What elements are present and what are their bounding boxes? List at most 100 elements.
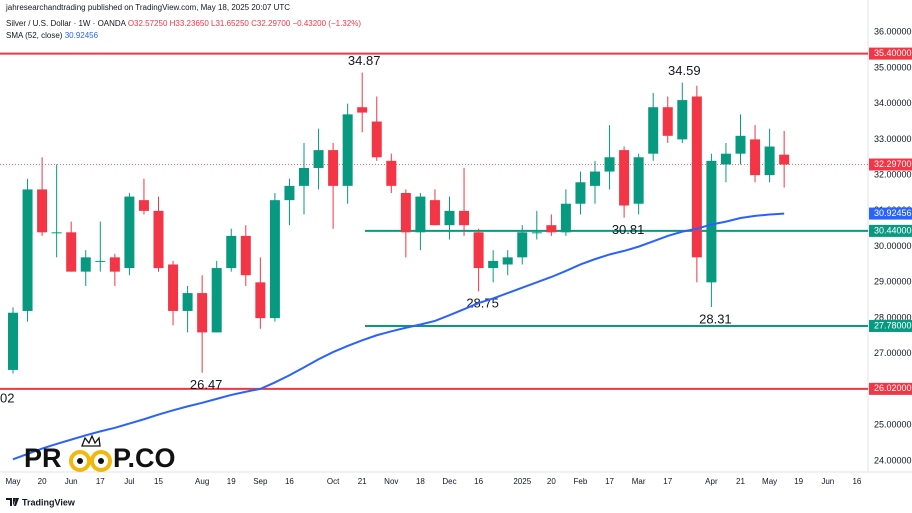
candle-body <box>269 200 280 319</box>
level-tag-label: 27.78000 <box>874 320 912 330</box>
symbol-line: Silver / U.S. Dollar · 1W · OANDA O32.57… <box>6 19 361 28</box>
x-tick-label: Jul <box>124 477 134 486</box>
y-tick-label: 25.00000 <box>874 420 912 430</box>
publisher: jahresearchandtrading published on Tradi… <box>5 3 290 12</box>
y-tick-label: 35.00000 <box>874 62 912 72</box>
x-tick-label: 21 <box>358 477 367 486</box>
candle-body <box>459 210 470 226</box>
candle-body <box>691 96 702 258</box>
x-tick-label: 19 <box>794 477 803 486</box>
y-tick-label: 36.00000 <box>874 27 912 37</box>
y-tick-label: 33.00000 <box>874 134 912 144</box>
candle-body <box>750 139 761 176</box>
candle-body <box>400 193 411 233</box>
x-tick-label: 16 <box>474 477 483 486</box>
x-tick-label: 16 <box>852 477 861 486</box>
candle-body <box>153 210 164 269</box>
candle-body <box>371 121 382 158</box>
x-tick-label: Jun <box>65 477 78 486</box>
level-tag <box>869 382 912 395</box>
candle-body <box>677 100 688 140</box>
candle-body <box>590 171 600 186</box>
y-tick-label: 24.00000 <box>874 455 912 465</box>
candle-body <box>633 157 644 204</box>
x-tick-label: 19 <box>227 477 236 486</box>
low-label: 28.31 <box>699 311 732 326</box>
candle-body <box>706 160 717 283</box>
watermark-right: P.CO <box>113 443 176 473</box>
low-label: 26.47 <box>190 377 223 392</box>
candle-body <box>575 182 586 204</box>
x-tick-label: 21 <box>736 477 745 486</box>
footer-text: TradingView <box>22 497 76 507</box>
candle-body <box>109 257 120 272</box>
candle-body <box>299 167 309 186</box>
candle-body <box>328 150 339 186</box>
ohlc-low: L31.65250 <box>211 19 249 28</box>
y-tick-label: 34.00000 <box>874 98 912 108</box>
owl-eye <box>69 450 91 472</box>
ohlc-open: O32.57250 <box>128 19 168 28</box>
level-tag-label: 30.92456 <box>874 208 912 218</box>
candle-body <box>662 107 673 136</box>
x-tick-label: May <box>5 477 20 486</box>
candle-body <box>197 293 208 333</box>
low-label: 30.81 <box>612 222 645 237</box>
level-left-label: 02 <box>0 390 14 405</box>
x-tick-label: Nov <box>384 477 398 486</box>
candle-body <box>720 153 731 165</box>
x-tick-label: Aug <box>195 477 209 486</box>
candle-body <box>313 150 324 168</box>
level-tag-label: 35.40000 <box>874 48 912 58</box>
y-tick-label: 32.00000 <box>874 170 912 180</box>
level-tag-label: 26.02000 <box>874 383 912 393</box>
x-tick-label: Jun <box>821 477 834 486</box>
high-label: 34.87 <box>348 53 381 68</box>
x-tick-label: 17 <box>605 477 614 486</box>
candle-body <box>8 312 18 370</box>
x-tick-label: 20 <box>38 477 47 486</box>
x-tick-label: 17 <box>663 477 672 486</box>
candle-body <box>531 232 542 234</box>
x-tick-label: Dec <box>442 477 456 486</box>
candle-body <box>284 185 295 201</box>
candle-body <box>95 260 106 262</box>
x-tick-label: 16 <box>285 477 294 486</box>
indicator: SMA (52, close) <box>6 31 63 40</box>
owl-pupil <box>98 458 104 464</box>
candle-body <box>619 150 630 206</box>
x-tick-label: Sep <box>253 477 268 486</box>
candle-body <box>546 225 557 233</box>
candle-body <box>764 146 775 176</box>
candle-body <box>386 160 397 186</box>
candle-body <box>168 264 179 311</box>
y-tick-label: 29.00000 <box>874 277 912 287</box>
tv-logo <box>6 498 19 506</box>
candle-body <box>255 282 266 319</box>
x-tick-label: 20 <box>547 477 556 486</box>
candle-body <box>51 232 62 234</box>
watermark: PR P.CO <box>24 434 176 473</box>
owl-eye <box>90 450 112 472</box>
ma-line <box>12 212 785 461</box>
candle-body <box>779 154 790 165</box>
candle-body <box>240 235 251 276</box>
ohlc-close: C32.29700 <box>251 19 291 28</box>
candle-body <box>735 135 746 154</box>
candle-body <box>124 196 135 269</box>
candle-body <box>66 232 77 272</box>
candle-body <box>560 203 571 233</box>
x-tick-label: Apr <box>705 477 718 486</box>
level-tag-label: 30.44000 <box>874 225 912 235</box>
ohlc-change: −0.43200 (−1.32%) <box>292 19 361 28</box>
candle-body <box>604 157 615 172</box>
x-tick-label: Mar <box>632 477 646 486</box>
symbol: Silver / U.S. Dollar · 1W · OANDA <box>6 19 127 28</box>
watermark-left: PR <box>24 443 62 473</box>
candle-body <box>357 107 368 113</box>
level-tag <box>869 224 912 237</box>
axes: 24.0000025.0000026.0000027.0000028.00000… <box>5 27 912 486</box>
